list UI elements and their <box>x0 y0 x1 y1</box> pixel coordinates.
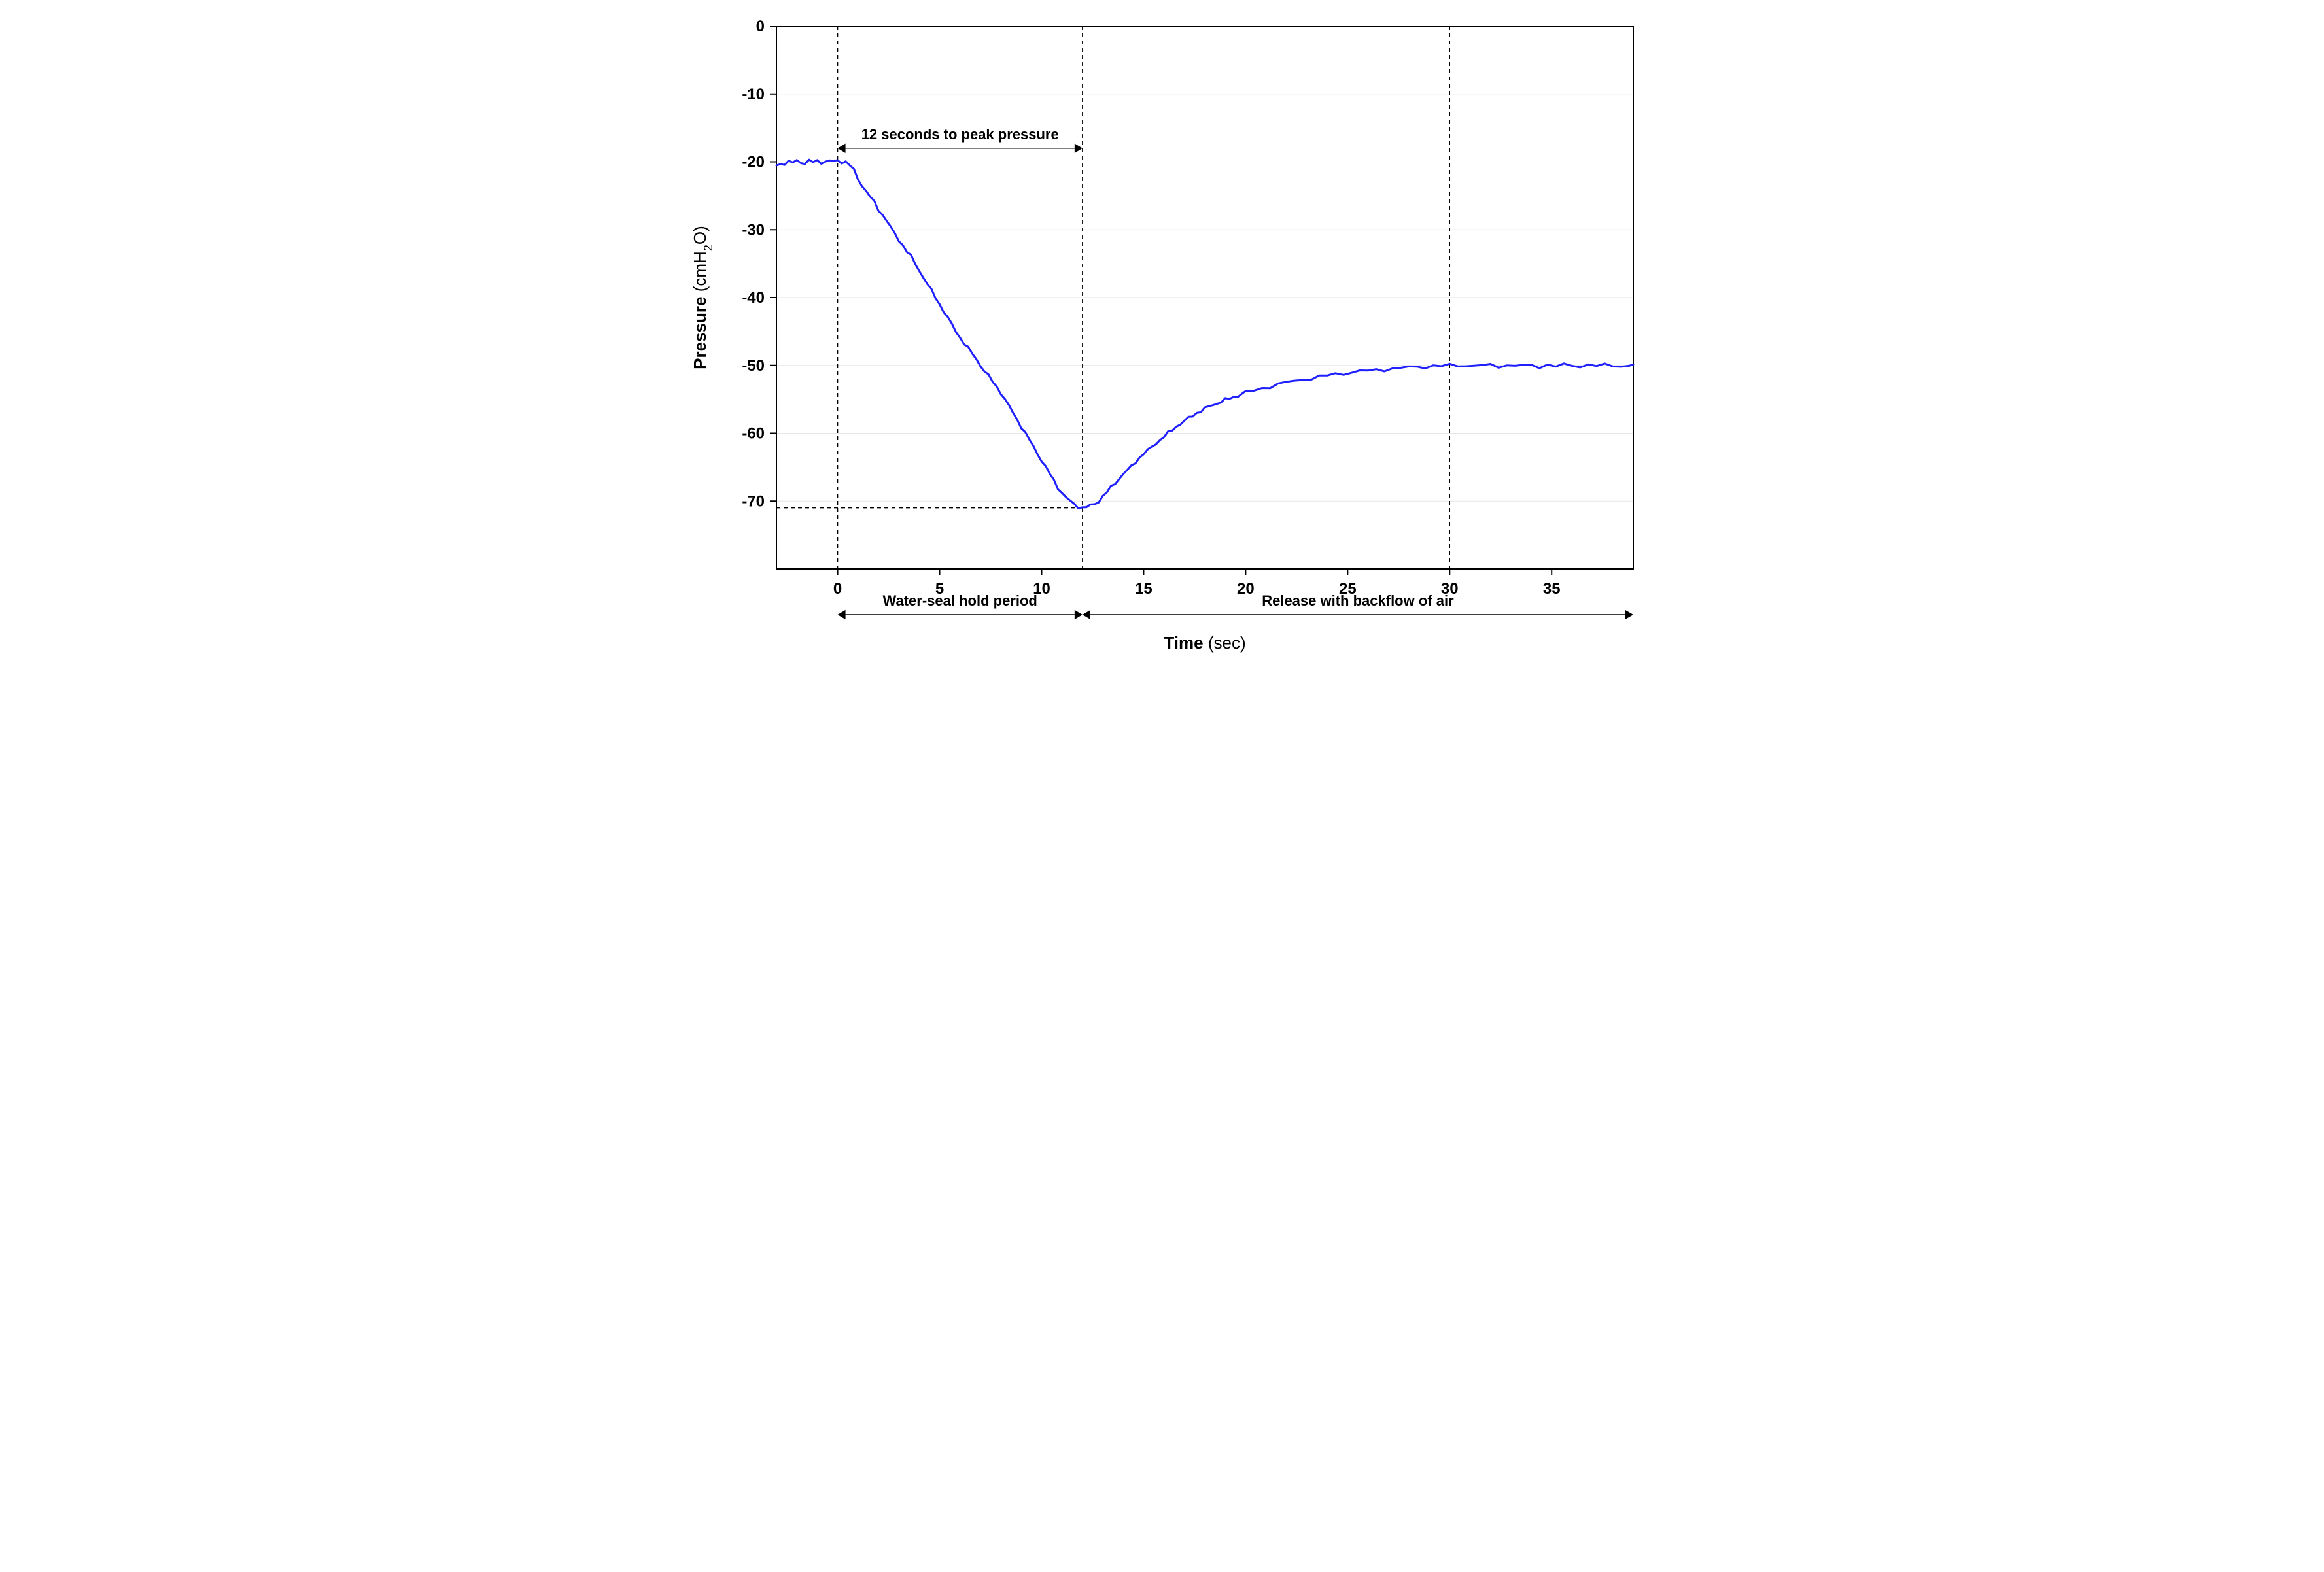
y-tick-label: -30 <box>742 221 765 239</box>
y-tick-label: -70 <box>742 492 765 510</box>
y-tick-label: -40 <box>742 289 765 307</box>
annotation-release: Release with backflow of air <box>1262 592 1454 609</box>
y-tick-label: -50 <box>742 357 765 375</box>
x-tick-label: 0 <box>833 580 841 598</box>
x-tick-label: 35 <box>1542 580 1560 598</box>
y-tick-label: 0 <box>755 18 764 35</box>
y-tick-label: -60 <box>742 425 765 443</box>
y-tick-label: -20 <box>742 154 765 171</box>
pressure-chart: 051015202530350-10-20-30-40-50-60-7012 s… <box>678 13 1646 667</box>
annotation-hold: Water-seal hold period <box>882 592 1037 609</box>
chart-svg: 051015202530350-10-20-30-40-50-60-7012 s… <box>678 13 1646 667</box>
y-tick-label: -10 <box>742 86 765 103</box>
x-tick-label: 15 <box>1135 580 1153 598</box>
x-axis-label: Time (sec) <box>1164 633 1245 653</box>
annotation-peak: 12 seconds to peak pressure <box>861 126 1058 143</box>
x-tick-label: 20 <box>1237 580 1255 598</box>
